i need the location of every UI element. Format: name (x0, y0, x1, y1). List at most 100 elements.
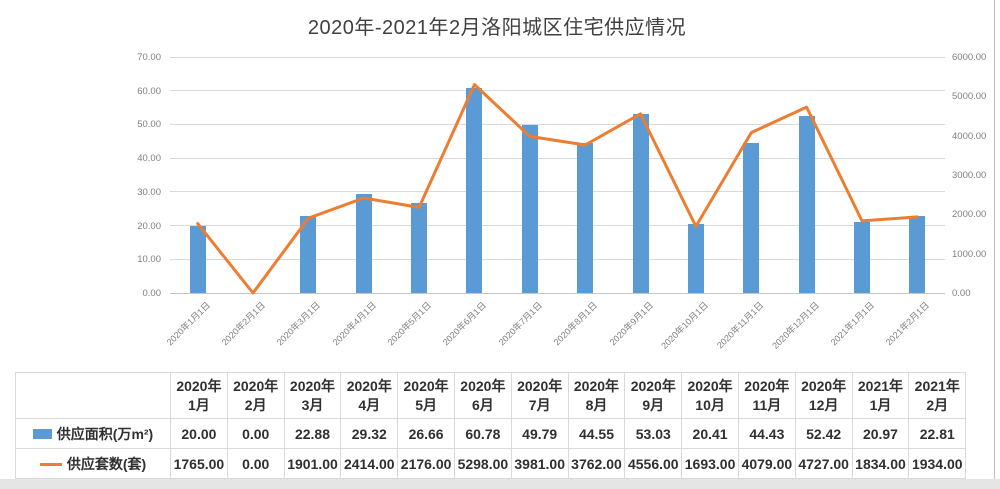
table-value-cell: 0.00 (226, 418, 285, 449)
table-header-cell: 2020年 4月 (340, 372, 399, 419)
gridline (170, 90, 945, 92)
y-axis-tick-right: 1000.00 (952, 248, 987, 260)
table-header-cell: 2021年 2月 (908, 372, 967, 419)
table-value-cell: 20.00 (170, 418, 228, 449)
table-value-cell: 4556.00 (624, 448, 683, 479)
table-header-cell: 2020年 6月 (453, 372, 512, 419)
x-axis-label: 2020年7月1日 (496, 300, 544, 348)
bar (909, 216, 926, 293)
table-value-cell: 20.41 (681, 418, 739, 449)
table-header-cell: 2020年 2月 (226, 372, 285, 419)
table-value-cell: 2176.00 (397, 448, 455, 479)
y-axis-tick-left: 60.00 (137, 85, 161, 97)
y-axis-tick-left: 50.00 (137, 119, 161, 131)
table-value-cell: 5298.00 (453, 448, 512, 479)
y-axis-tick-right: 5000.00 (952, 91, 987, 103)
plot-area (170, 56, 945, 295)
y-axis-tick-right: 6000.00 (952, 52, 987, 63)
x-axis-label: 2020年1月1日 (164, 300, 212, 348)
bar (466, 88, 483, 293)
card-right-border (994, 0, 995, 479)
page-background-strip (0, 479, 1000, 489)
table-header-cell: 2020年 9月 (624, 372, 683, 419)
bar (521, 125, 538, 293)
y-axis-tick-right: 3000.00 (952, 170, 987, 181)
gridline (170, 56, 945, 58)
bar (798, 116, 815, 293)
table-value-cell: 1834.00 (851, 448, 910, 479)
table-value-cell: 0.00 (226, 448, 285, 479)
bar (853, 222, 870, 293)
table-value-cell: 60.78 (453, 418, 512, 449)
table-value-cell: 1765.00 (170, 448, 228, 479)
gridline (170, 225, 945, 227)
y-axis-tick-right: 4000.00 (952, 130, 987, 142)
legend-cell: 供应套数(套) (15, 448, 171, 479)
table-value-cell: 44.55 (567, 418, 626, 449)
table-header-cell: 2020年 3月 (283, 372, 342, 419)
y-axis-tick-left: 30.00 (137, 186, 161, 198)
bar (577, 142, 594, 293)
x-axis-label: 2020年4月1日 (330, 300, 378, 348)
table-value-cell: 1693.00 (681, 448, 739, 479)
legend-cell: 供应面积(万m²) (15, 418, 171, 449)
line-series-legend-icon (39, 462, 62, 466)
table-header-cell: 2020年 10月 (681, 372, 739, 419)
table-header-cell: 2020年 1月 (170, 372, 228, 419)
chart-card: 2020年-2021年2月洛阳城区住宅供应情况 0.00 10.00 20.00 30… (15, 17, 987, 479)
table-value-cell: 53.03 (624, 418, 683, 449)
table-value-cell: 26.66 (397, 418, 455, 449)
x-axis-label: 2020年10月1日 (659, 300, 710, 351)
y-axis-tick-left: 10.00 (137, 254, 161, 266)
series-label: 供应套数(套) (66, 455, 147, 472)
x-axis-label: 2020年9月1日 (607, 300, 655, 348)
bar (743, 143, 760, 293)
table-header-cell: 2020年 12月 (794, 372, 853, 419)
gridline (170, 258, 945, 260)
chart-title: 2020年-2021年2月洛阳城区住宅供应情况 (307, 17, 687, 39)
x-axis-label: 2020年6月1日 (441, 300, 489, 348)
table-value-cell: 4727.00 (794, 448, 853, 479)
x-axis-label: 2020年2月1日 (219, 300, 268, 348)
x-axis-label: 2020年11月1日 (714, 300, 766, 351)
table-header-cell: 2021年 1月 (851, 372, 910, 419)
series-label: 供应面积(万m²) (56, 425, 154, 442)
x-axis-label: 2020年5月1日 (385, 300, 434, 348)
y-axis-tick-left: 20.00 (137, 220, 161, 232)
table-value-cell: 44.43 (737, 418, 796, 449)
y-axis-tick-left: 40.00 (137, 153, 161, 165)
x-axis-label: 2021年1月1日 (828, 300, 877, 348)
table-header-cell: 2020年 8月 (567, 372, 626, 419)
table-header-cell: 2020年 5月 (397, 372, 455, 419)
line-series (196, 83, 919, 295)
bar (189, 225, 206, 293)
bar (687, 224, 704, 293)
y-axis-tick-right: 0.00 (952, 288, 971, 299)
bar (355, 194, 372, 293)
y-axis-tick-left: 0.00 (142, 288, 162, 299)
bar (632, 114, 649, 293)
table-value-cell: 29.32 (340, 418, 399, 449)
gridline (170, 292, 945, 294)
bar (411, 203, 428, 293)
y-axis-tick-right: 2000.00 (952, 209, 987, 221)
table-header-cell: 2020年 7月 (510, 372, 569, 419)
table-value-cell: 3762.00 (567, 448, 626, 479)
table-corner-cell (15, 372, 171, 419)
table-value-cell: 22.88 (283, 418, 342, 449)
table-value-cell: 1901.00 (283, 448, 342, 479)
table-value-cell: 52.42 (794, 418, 853, 449)
gridline (170, 123, 945, 125)
data-table: 2020年 1月 2020年 2月 2020年 3月 2020年 4月 2020年 5月 2020年… (15, 372, 967, 479)
y-axis-tick-left: 70.00 (137, 52, 161, 63)
x-axis-label: 2020年8月1日 (551, 300, 600, 348)
table-value-cell: 20.97 (851, 418, 910, 449)
table-value-cell: 1934.00 (908, 448, 967, 479)
x-axis-label: 2020年3月1日 (275, 300, 323, 348)
x-axis-label: 2021年2月1日 (883, 300, 932, 348)
table-value-cell: 2414.00 (340, 448, 399, 479)
bar-series-legend-icon (32, 428, 52, 439)
x-axis-label: 2020年12月1日 (769, 300, 821, 351)
gridline (170, 191, 945, 193)
bar (300, 215, 317, 293)
